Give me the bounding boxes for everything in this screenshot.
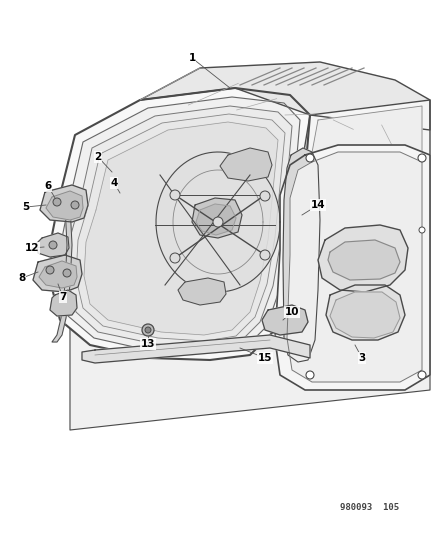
Text: 13: 13 — [141, 339, 155, 349]
Polygon shape — [329, 292, 399, 338]
Polygon shape — [297, 106, 421, 368]
Polygon shape — [290, 100, 429, 375]
Polygon shape — [70, 230, 429, 430]
Polygon shape — [317, 225, 407, 292]
Polygon shape — [52, 198, 72, 342]
Circle shape — [145, 327, 151, 333]
Circle shape — [46, 266, 54, 274]
Polygon shape — [40, 185, 88, 222]
Polygon shape — [219, 148, 272, 181]
Polygon shape — [60, 97, 299, 353]
Text: 10: 10 — [284, 307, 299, 317]
Polygon shape — [68, 106, 291, 347]
Polygon shape — [274, 145, 429, 390]
Polygon shape — [39, 261, 77, 288]
Polygon shape — [46, 191, 83, 220]
Circle shape — [49, 241, 57, 249]
Text: 6: 6 — [44, 181, 52, 191]
Polygon shape — [76, 114, 284, 341]
Polygon shape — [195, 204, 236, 235]
Polygon shape — [177, 278, 226, 305]
Polygon shape — [36, 233, 69, 257]
Text: 5: 5 — [22, 202, 29, 212]
Text: 15: 15 — [257, 353, 272, 363]
Polygon shape — [50, 290, 77, 316]
Text: 1: 1 — [188, 53, 195, 63]
Polygon shape — [155, 152, 279, 292]
Text: 980093  105: 980093 105 — [339, 503, 399, 512]
Polygon shape — [50, 88, 309, 360]
Circle shape — [417, 371, 425, 379]
Text: 3: 3 — [357, 353, 365, 363]
Text: 14: 14 — [310, 200, 325, 210]
Circle shape — [259, 191, 269, 201]
Circle shape — [259, 250, 269, 260]
Circle shape — [212, 217, 223, 227]
Circle shape — [63, 269, 71, 277]
Polygon shape — [327, 240, 399, 280]
Polygon shape — [283, 148, 319, 362]
Polygon shape — [140, 62, 429, 130]
Polygon shape — [33, 255, 82, 292]
Circle shape — [141, 324, 154, 336]
Polygon shape — [286, 152, 421, 382]
Circle shape — [170, 253, 180, 263]
Polygon shape — [261, 305, 307, 335]
Text: 8: 8 — [18, 273, 25, 283]
Text: 2: 2 — [94, 152, 101, 162]
Circle shape — [417, 154, 425, 162]
Circle shape — [418, 227, 424, 233]
Circle shape — [305, 371, 313, 379]
Text: 4: 4 — [110, 178, 117, 188]
Circle shape — [71, 201, 79, 209]
Polygon shape — [191, 198, 241, 238]
Polygon shape — [82, 335, 309, 363]
Circle shape — [305, 154, 313, 162]
Circle shape — [170, 190, 180, 200]
Polygon shape — [84, 122, 277, 335]
Polygon shape — [325, 285, 404, 340]
Text: 12: 12 — [25, 243, 39, 253]
Text: 7: 7 — [59, 292, 67, 302]
Circle shape — [53, 198, 61, 206]
